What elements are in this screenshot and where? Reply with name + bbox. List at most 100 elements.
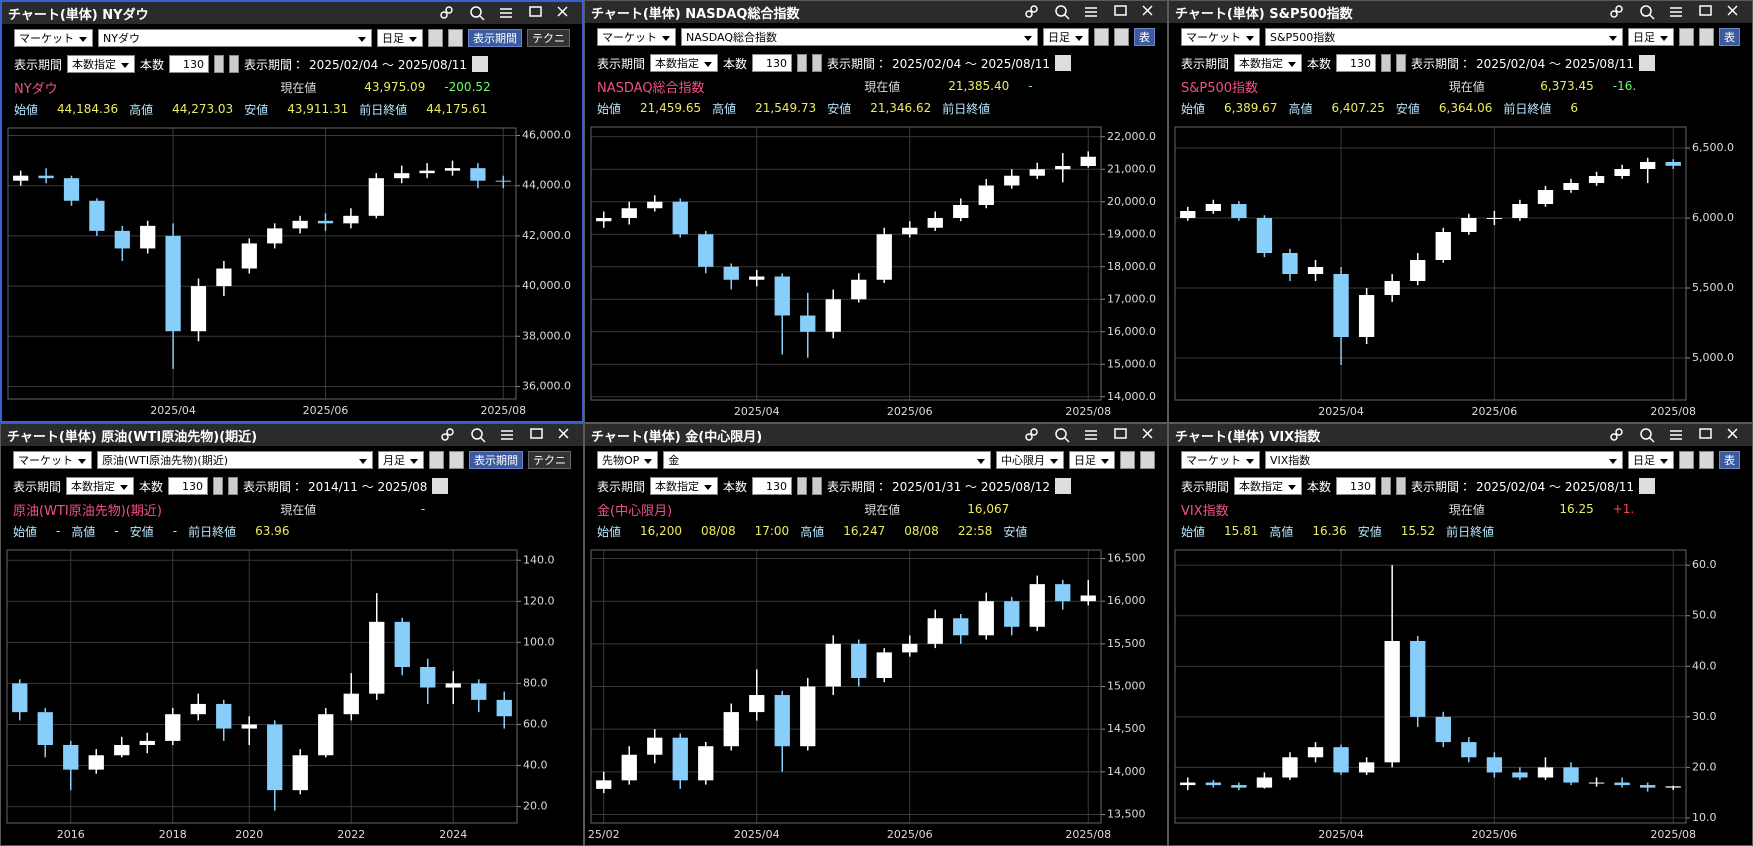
ohlc-value: 16,247 (843, 524, 886, 538)
toolbar-button[interactable]: 表示期間 (468, 29, 522, 47)
count-input[interactable]: 130 (1336, 54, 1377, 72)
reset-button[interactable] (432, 478, 449, 494)
window-icons[interactable] (1606, 426, 1746, 444)
toolbar-button[interactable]: テクニ (528, 451, 571, 469)
reset-button[interactable] (1055, 55, 1072, 71)
y-tick-label: 16,500 (1107, 552, 1146, 565)
prev-button[interactable] (1679, 28, 1694, 46)
title-bar: チャート(単体) NASDAQ総合指数 (585, 1, 1167, 23)
dropdown[interactable]: マーケット (14, 29, 93, 47)
dropdown[interactable]: マーケット (1181, 451, 1260, 469)
prev-button[interactable] (1120, 451, 1135, 469)
next-button[interactable] (1699, 28, 1714, 46)
dropdown[interactable]: S&P500指数 (1265, 28, 1623, 46)
x-tick-label: 2025/06 (303, 404, 349, 417)
reset-button[interactable] (1639, 478, 1656, 494)
toolbar-button[interactable]: テクニ (527, 29, 570, 47)
spin-up[interactable] (228, 477, 239, 495)
spin-down[interactable] (797, 54, 808, 72)
dropdown[interactable]: NYダウ (98, 29, 372, 47)
next-button[interactable] (1699, 451, 1714, 469)
dropdown[interactable]: 原油(WTI原油先物)(期近) (97, 451, 373, 469)
dropdown[interactable]: 中心限月 (996, 451, 1064, 469)
dropdown[interactable]: マーケット (597, 28, 676, 46)
ohlc-value: 08/08 (904, 524, 939, 538)
window-icons[interactable] (1606, 3, 1746, 21)
mode-dropdown[interactable]: 本数指定 (650, 54, 719, 72)
window-icons[interactable] (1021, 426, 1161, 444)
prev-button[interactable] (1094, 28, 1109, 46)
next-button[interactable] (448, 29, 463, 47)
mode-dropdown[interactable]: 本数指定 (67, 55, 136, 73)
window-icons[interactable] (437, 426, 577, 444)
count-input[interactable]: 130 (168, 477, 209, 495)
toolbar-button[interactable]: 表 (1719, 451, 1740, 469)
candle-body (1461, 742, 1477, 758)
close-icon (1142, 428, 1153, 439)
mode-dropdown[interactable]: 本数指定 (1234, 477, 1303, 495)
dropdown[interactable]: 月足 (378, 451, 424, 469)
count-label: 本数 (1307, 56, 1332, 71)
spin-up[interactable] (1396, 477, 1407, 495)
spin-down[interactable] (213, 477, 224, 495)
y-tick-label: 140.0 (523, 553, 555, 566)
spin-down[interactable] (1381, 477, 1392, 495)
window-icons[interactable] (436, 4, 576, 22)
dropdown[interactable]: 日足 (1043, 28, 1089, 46)
next-button[interactable] (1140, 451, 1155, 469)
candle-body (190, 286, 207, 332)
prev-button[interactable] (429, 451, 444, 469)
mode-dropdown[interactable]: 本数指定 (1234, 54, 1303, 72)
count-input[interactable]: 130 (169, 55, 210, 73)
ohlc-row: 始値 - 高値 - 安値 - 前日終値 63.96 (1, 520, 583, 542)
dropdown[interactable]: 日足 (1628, 28, 1674, 46)
candle-body (37, 712, 53, 745)
spin-down[interactable] (1381, 54, 1392, 72)
instrument-name: S&P500指数 (1181, 80, 1259, 96)
prev-button[interactable] (1679, 451, 1694, 469)
toolbar-button[interactable]: 表 (1719, 28, 1740, 46)
spin-up[interactable] (229, 55, 240, 73)
candle-body (1512, 204, 1528, 218)
reset-button[interactable] (472, 56, 489, 72)
price-label: 現在値 (1448, 79, 1485, 94)
reset-button[interactable] (1055, 478, 1072, 494)
dropdown[interactable]: 先物OP (597, 451, 659, 469)
next-button[interactable] (1114, 28, 1129, 46)
dropdown[interactable]: 日足 (1069, 451, 1115, 469)
dropdown[interactable]: 金 (663, 451, 991, 469)
dropdown[interactable]: NASDAQ総合指数 (681, 28, 1038, 46)
x-tick-label: 2025/08 (1065, 405, 1111, 418)
count-input[interactable]: 130 (1336, 477, 1377, 495)
dropdown[interactable]: VIX指数 (1265, 451, 1623, 469)
chart-window: チャート(単体) NYダウ マーケット NYダウ 日足 表示期間 テクニ 表示期間 本数指定本… (0, 0, 584, 423)
x-tick-label: 2025/08 (1065, 828, 1111, 841)
y-tick-label: 15,500 (1107, 637, 1146, 650)
dropdown[interactable]: マーケット (1181, 28, 1260, 46)
candle-body (1004, 175, 1020, 186)
window-icons[interactable] (1021, 3, 1161, 21)
spin-up[interactable] (812, 477, 823, 495)
candle-body (241, 724, 257, 729)
dropdown[interactable]: マーケット (13, 451, 92, 469)
candle-body (1282, 253, 1298, 274)
mode-dropdown[interactable]: 本数指定 (66, 477, 135, 495)
price-label: 現在値 (280, 80, 317, 95)
spin-down[interactable] (797, 477, 808, 495)
y-tick-label: 40,000.0 (522, 279, 571, 292)
toolbar-button[interactable]: 表示期間 (469, 451, 523, 469)
count-input[interactable]: 130 (752, 54, 793, 72)
spin-down[interactable] (214, 55, 225, 73)
dropdown[interactable]: 日足 (377, 29, 423, 47)
reset-button[interactable] (1639, 55, 1656, 71)
ohlc-value: 21,549.73 (755, 101, 817, 115)
count-input[interactable]: 130 (752, 477, 793, 495)
spin-up[interactable] (812, 54, 823, 72)
spin-up[interactable] (1396, 54, 1407, 72)
toolbar-button[interactable]: 表 (1134, 28, 1155, 46)
candle-body (1410, 260, 1426, 281)
dropdown[interactable]: 日足 (1628, 451, 1674, 469)
mode-dropdown[interactable]: 本数指定 (650, 477, 719, 495)
next-button[interactable] (449, 451, 464, 469)
prev-button[interactable] (428, 29, 443, 47)
